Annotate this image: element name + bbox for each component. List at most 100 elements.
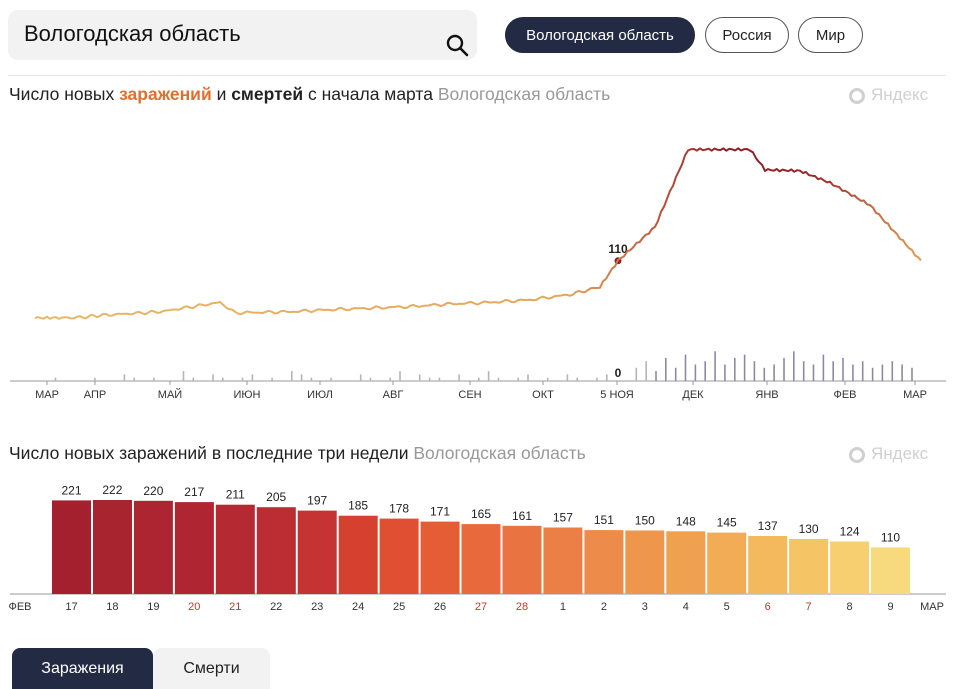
divider xyxy=(8,75,946,76)
deaths-bar xyxy=(871,367,874,381)
x-tick-label: 24 xyxy=(352,601,364,613)
bar xyxy=(420,521,460,594)
x-tick-label: СЕН xyxy=(458,389,481,401)
bar-value-label: 145 xyxy=(717,516,737,530)
x-tick-label: 23 xyxy=(311,601,323,613)
bar-value-label: 211 xyxy=(226,488,245,502)
bar-value-label: 221 xyxy=(61,483,81,497)
x-tick-label: 6 xyxy=(765,601,771,613)
deaths-bar xyxy=(546,377,549,381)
deaths-bar xyxy=(566,374,569,381)
deaths-bar xyxy=(911,367,913,381)
x-tick-label: МАР xyxy=(903,389,927,401)
deaths-bar xyxy=(487,371,490,381)
deaths-bar xyxy=(54,377,57,381)
tab-infections[interactable]: Заражения xyxy=(12,648,153,689)
region-search[interactable]: Вологодская область xyxy=(8,10,477,60)
bar xyxy=(707,532,747,594)
x-tick-label: 3 xyxy=(642,601,648,613)
deaths-bar xyxy=(251,374,254,381)
bar xyxy=(748,536,788,594)
bar-chart: 2211722218220192172021121205221972318524… xyxy=(8,483,946,613)
x-tick-label: 17 xyxy=(65,601,77,613)
deaths-bar xyxy=(418,374,421,381)
bar-value-label: 185 xyxy=(348,499,368,513)
deaths-bar xyxy=(842,357,844,381)
x-tick-label: 20 xyxy=(188,601,200,613)
deaths-bar xyxy=(478,377,480,381)
infections-line xyxy=(34,147,922,320)
deaths-bar xyxy=(674,367,677,381)
deaths-bar xyxy=(94,377,96,381)
bar-value-label: 148 xyxy=(676,514,696,528)
bar-value-label: 137 xyxy=(758,519,778,533)
deaths-bar xyxy=(310,377,313,381)
search-icon[interactable] xyxy=(445,33,469,57)
x-tick-label: 8 xyxy=(847,601,853,613)
x-tick-label: 28 xyxy=(516,601,528,613)
bar-value-label: 222 xyxy=(102,483,122,497)
bar xyxy=(830,541,870,594)
region-pill-world[interactable]: Мир xyxy=(798,17,863,53)
x-tick-label: 5 xyxy=(724,601,730,613)
deaths-bar xyxy=(399,371,401,381)
yandex-logo-2: Яндекс xyxy=(849,444,928,464)
deaths-bar xyxy=(123,374,126,381)
bar xyxy=(789,539,829,594)
tab-deaths[interactable]: Смерти xyxy=(153,648,270,689)
chart2-title-text: Число новых заражений в последние три не… xyxy=(9,443,409,463)
bar xyxy=(338,515,378,594)
bar xyxy=(666,531,706,594)
line-chart: МАР АПР МАЙ ИЮН ИЮЛ АВГ СЕН ОКТ 5 НОЯ ДЕК ЯНВ ФЕВ МА… xyxy=(10,147,946,401)
chart1-title: Число новых заражений и смертей с начала… xyxy=(9,84,610,105)
bar-value-label: 150 xyxy=(635,514,655,528)
deaths-bar xyxy=(714,351,716,381)
search-input[interactable]: Вологодская область xyxy=(24,21,241,46)
deaths-bar xyxy=(241,377,244,381)
chart2-title: Число новых заражений в последние три не… xyxy=(9,443,586,464)
bar xyxy=(461,524,501,594)
deaths-bar xyxy=(783,357,785,381)
chart2-region: Вологодская область xyxy=(413,443,586,463)
x-tick-label: МАР xyxy=(35,389,59,401)
bar xyxy=(625,530,665,594)
top-bar: Вологодская область Вологодская область … xyxy=(0,0,960,72)
deaths-bar xyxy=(891,361,894,381)
deaths-bar xyxy=(192,377,195,381)
x-tick-label: 18 xyxy=(106,601,118,613)
deaths-bar xyxy=(497,377,500,381)
deaths-bar xyxy=(832,361,834,381)
deaths-bar xyxy=(369,377,372,381)
deaths-bar xyxy=(901,364,903,381)
chart1-title-and: и xyxy=(211,84,232,104)
bar-value-label: 197 xyxy=(307,494,327,508)
deaths-bar xyxy=(793,351,795,381)
bar-value-label: 130 xyxy=(799,522,819,536)
bar xyxy=(297,510,337,594)
deaths-bar xyxy=(822,354,825,381)
x-tick-label: ЯНВ xyxy=(755,389,778,401)
bar xyxy=(584,530,624,594)
deaths-bar xyxy=(291,371,293,381)
deaths-bar xyxy=(428,377,431,381)
deaths-bar xyxy=(182,371,185,381)
x-tick-label: 21 xyxy=(229,601,241,613)
x-tick-label: АВГ xyxy=(383,389,404,401)
deaths-bar xyxy=(881,364,884,381)
bar-value-label: 220 xyxy=(143,484,163,498)
yandex-logo-icon xyxy=(849,88,865,104)
bar-value-label: 205 xyxy=(266,490,286,504)
x-tick-label: ФЕВ xyxy=(833,389,856,401)
x-tick-label: 25 xyxy=(393,601,405,613)
deaths-bar xyxy=(734,357,736,381)
region-pill-russia[interactable]: Россия xyxy=(705,17,789,53)
deaths-bar xyxy=(517,377,519,381)
x-tick-label: МАЙ xyxy=(158,388,182,401)
bar xyxy=(174,502,214,594)
x-tick-label: 26 xyxy=(434,601,446,613)
region-pill-vologda[interactable]: Вологодская область xyxy=(505,17,695,53)
deaths-bar xyxy=(753,361,756,381)
deaths-value-label: 0 xyxy=(615,366,622,380)
deaths-bar xyxy=(861,361,864,381)
x-tick-label: ИЮЛ xyxy=(307,389,333,401)
